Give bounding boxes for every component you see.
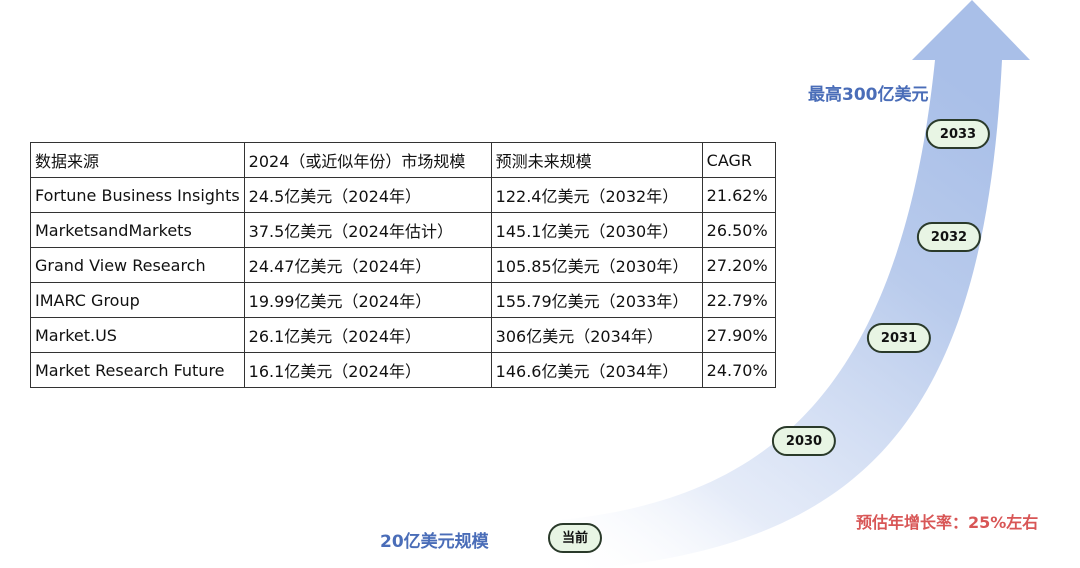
table-row: Market Research Future 16.1亿美元（2024年） 14… [30, 352, 776, 388]
cell-cagr: 27.90% [701, 317, 776, 353]
cell-cagr: 21.62% [701, 177, 776, 213]
cell-forecast-size: 145.1亿美元（2030年） [490, 212, 703, 248]
milestone-2030: 2030 [771, 426, 837, 456]
header-forecast-size: 预测未来规模 [490, 142, 703, 178]
cell-source: MarketsandMarkets [30, 212, 245, 248]
cell-current-size: 26.1亿美元（2024年） [243, 317, 492, 353]
cell-cagr: 27.20% [701, 247, 776, 283]
market-size-table: 数据来源 2024（或近似年份）市场规模 预测未来规模 CAGR Fortune… [30, 142, 776, 388]
cell-source: Market Research Future [30, 352, 245, 388]
cell-current-size: 19.99亿美元（2024年） [243, 282, 492, 318]
milestone-2032: 2032 [916, 222, 982, 252]
table-row: MarketsandMarkets 37.5亿美元（2024年估计） 145.1… [30, 212, 776, 248]
cell-current-size: 37.5亿美元（2024年估计） [243, 212, 492, 248]
cell-source: Market.US [30, 317, 245, 353]
cell-source: Fortune Business Insights [30, 177, 245, 213]
table-row: Fortune Business Insights 24.5亿美元（2024年）… [30, 177, 776, 213]
cell-cagr: 24.70% [701, 352, 776, 388]
cell-forecast-size: 122.4亿美元（2032年） [490, 177, 703, 213]
cell-cagr: 26.50% [701, 212, 776, 248]
cell-current-size: 24.5亿美元（2024年） [243, 177, 492, 213]
start-label: 20亿美元规模 [380, 532, 489, 552]
cell-forecast-size: 146.6亿美元（2034年） [490, 352, 703, 388]
milestone-current: 当前 [547, 523, 603, 553]
cell-current-size: 16.1亿美元（2024年） [243, 352, 492, 388]
cell-current-size: 24.47亿美元（2024年） [243, 247, 492, 283]
header-current-size: 2024（或近似年份）市场规模 [243, 142, 492, 178]
cell-source: IMARC Group [30, 282, 245, 318]
table-row: Grand View Research 24.47亿美元（2024年） 105.… [30, 247, 776, 283]
table-row: IMARC Group 19.99亿美元（2024年） 155.79亿美元（20… [30, 282, 776, 318]
milestone-2031: 2031 [866, 323, 932, 353]
cell-forecast-size: 306亿美元（2034年） [490, 317, 703, 353]
cell-source: Grand View Research [30, 247, 245, 283]
cell-cagr: 22.79% [701, 282, 776, 318]
table-header-row: 数据来源 2024（或近似年份）市场规模 预测未来规模 CAGR [30, 142, 776, 178]
table-row: Market.US 26.1亿美元（2024年） 306亿美元（2034年） 2… [30, 317, 776, 353]
end-label: 最高300亿美元 [808, 85, 929, 105]
cell-forecast-size: 155.79亿美元（2033年） [490, 282, 703, 318]
header-source: 数据来源 [30, 142, 245, 178]
milestone-2033: 2033 [925, 119, 991, 149]
growth-rate-label: 预估年增长率：25%左右 [856, 513, 1039, 532]
cell-forecast-size: 105.85亿美元（2030年） [490, 247, 703, 283]
header-cagr: CAGR [701, 142, 776, 178]
